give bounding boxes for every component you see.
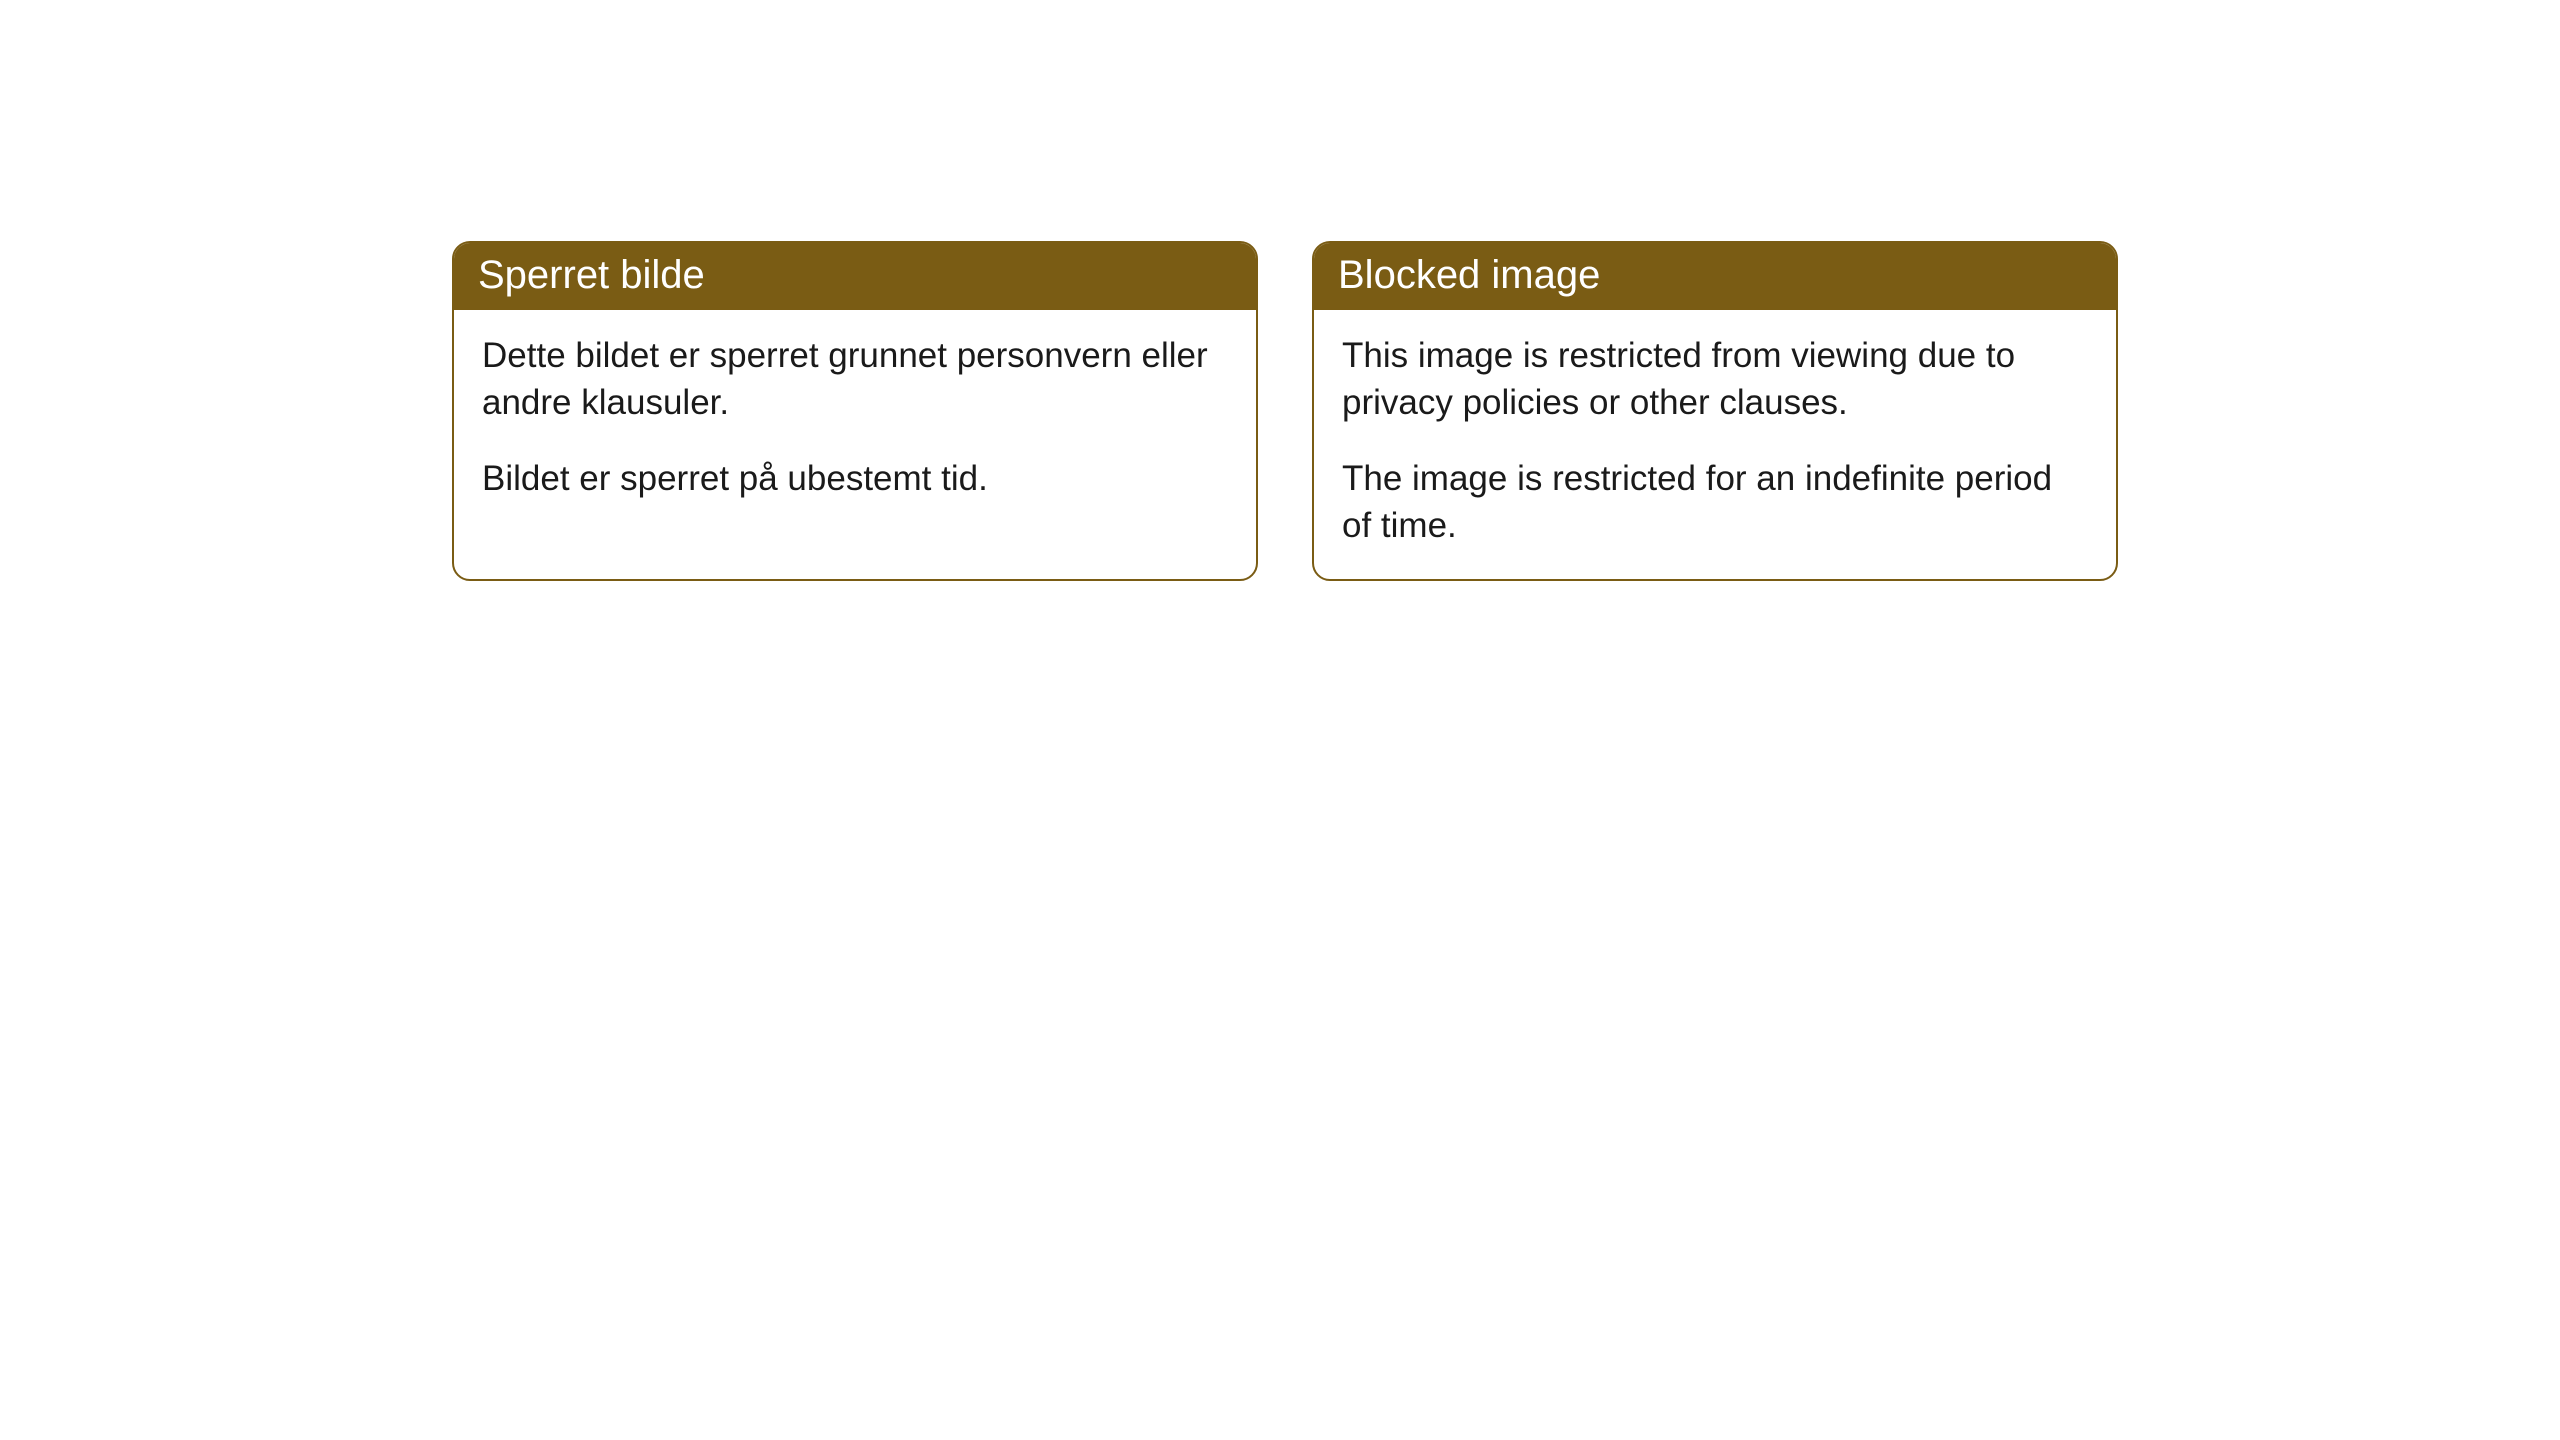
blocked-image-card-norwegian: Sperret bilde Dette bildet er sperret gr… (452, 241, 1258, 581)
card-paragraph-1: This image is restricted from viewing du… (1342, 332, 2088, 427)
card-title: Blocked image (1338, 253, 1600, 297)
card-header: Sperret bilde (454, 243, 1256, 310)
card-body: Dette bildet er sperret grunnet personve… (454, 310, 1256, 532)
card-paragraph-1: Dette bildet er sperret grunnet personve… (482, 332, 1228, 427)
card-header: Blocked image (1314, 243, 2116, 310)
card-body: This image is restricted from viewing du… (1314, 310, 2116, 579)
card-paragraph-2: Bildet er sperret på ubestemt tid. (482, 455, 1228, 502)
cards-container: Sperret bilde Dette bildet er sperret gr… (452, 241, 2118, 581)
card-paragraph-2: The image is restricted for an indefinit… (1342, 455, 2088, 550)
blocked-image-card-english: Blocked image This image is restricted f… (1312, 241, 2118, 581)
card-title: Sperret bilde (478, 253, 705, 297)
